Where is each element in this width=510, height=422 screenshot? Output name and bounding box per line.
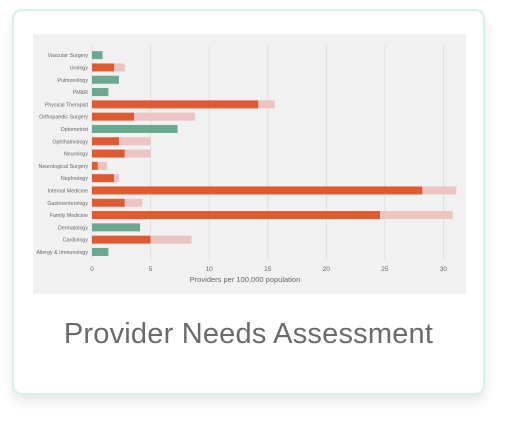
x-tick-labels: 0 5 10 15 20 25 30 bbox=[90, 266, 447, 273]
bar-segment-2 bbox=[134, 112, 196, 121]
category-label: PM&R bbox=[73, 90, 88, 96]
bar-segment-2 bbox=[150, 235, 192, 244]
bar-segment-0 bbox=[92, 75, 119, 84]
bar-segment-2 bbox=[114, 63, 125, 72]
bar-segment-1 bbox=[92, 174, 115, 183]
category-label: Vascular Surgery bbox=[48, 53, 89, 59]
category-label: Physical Therapist bbox=[45, 102, 89, 108]
bar-segment-2 bbox=[124, 149, 151, 158]
category-label: Family Medicine bbox=[50, 213, 88, 219]
category-label: Internal Medicine bbox=[48, 188, 88, 194]
bar-segment-1 bbox=[92, 198, 125, 207]
bar-segment-2 bbox=[258, 100, 275, 109]
chart-panel: Vascular Surgery Urology Pulmonology PM&R Ph… bbox=[33, 34, 466, 294]
bar-segment-2 bbox=[97, 161, 108, 170]
category-label: Allergy & Immunology bbox=[36, 250, 88, 256]
bar-segment-2 bbox=[124, 198, 143, 207]
bar-segment-1 bbox=[92, 137, 119, 146]
bar-segment-1 bbox=[92, 161, 98, 170]
x-tick-label: 30 bbox=[440, 266, 448, 273]
bar-segment-0 bbox=[92, 51, 103, 60]
x-tick-label: 0 bbox=[90, 266, 94, 273]
category-label: Dermatology bbox=[58, 225, 88, 231]
category-label: Neurology bbox=[64, 152, 88, 158]
bar-segment-0 bbox=[92, 88, 109, 97]
x-tick-label: 5 bbox=[149, 266, 153, 273]
category-label: Neurological Surgery bbox=[39, 164, 89, 170]
category-labels: Vascular Surgery Urology Pulmonology PM&R Ph… bbox=[36, 53, 88, 256]
bar-segment-0 bbox=[92, 124, 178, 133]
bar-chart: Vascular Surgery Urology Pulmonology PM&R Ph… bbox=[36, 46, 457, 284]
caption-title: Provider Needs Assessment bbox=[63, 318, 434, 350]
bar-segment-0 bbox=[92, 247, 109, 256]
bar-segment-2 bbox=[422, 186, 457, 195]
category-label: Orthopaedic Surgery bbox=[39, 115, 88, 121]
x-tick-label: 20 bbox=[323, 266, 331, 273]
bar-segment-1 bbox=[92, 211, 381, 220]
category-label: Ophthalmology bbox=[52, 139, 88, 145]
category-label: Optometrist bbox=[61, 127, 89, 133]
bar-segment-2 bbox=[118, 137, 151, 146]
category-label: Urology bbox=[70, 65, 89, 71]
x-tick-label: 10 bbox=[206, 266, 214, 273]
bar-segment-1 bbox=[92, 63, 115, 72]
bar-segment-1 bbox=[92, 149, 125, 158]
bars bbox=[92, 51, 457, 256]
category-label: Cardiology bbox=[63, 238, 89, 244]
x-tick-label: 25 bbox=[381, 266, 389, 273]
x-tick-label: 15 bbox=[264, 266, 272, 273]
category-label: Pulmonology bbox=[57, 78, 88, 84]
x-axis-label: Providers per 100,000 population bbox=[190, 275, 301, 284]
bar-segment-1 bbox=[92, 112, 135, 121]
bar-segment-0 bbox=[92, 223, 141, 232]
bar-segment-1 bbox=[92, 235, 151, 244]
bar-segment-1 bbox=[92, 100, 259, 109]
bar-segment-2 bbox=[380, 211, 453, 220]
category-label: Gastroenterology bbox=[47, 201, 88, 207]
bar-segment-2 bbox=[114, 174, 119, 183]
category-label: Nephrology bbox=[61, 176, 88, 182]
bar-segment-1 bbox=[92, 186, 423, 195]
